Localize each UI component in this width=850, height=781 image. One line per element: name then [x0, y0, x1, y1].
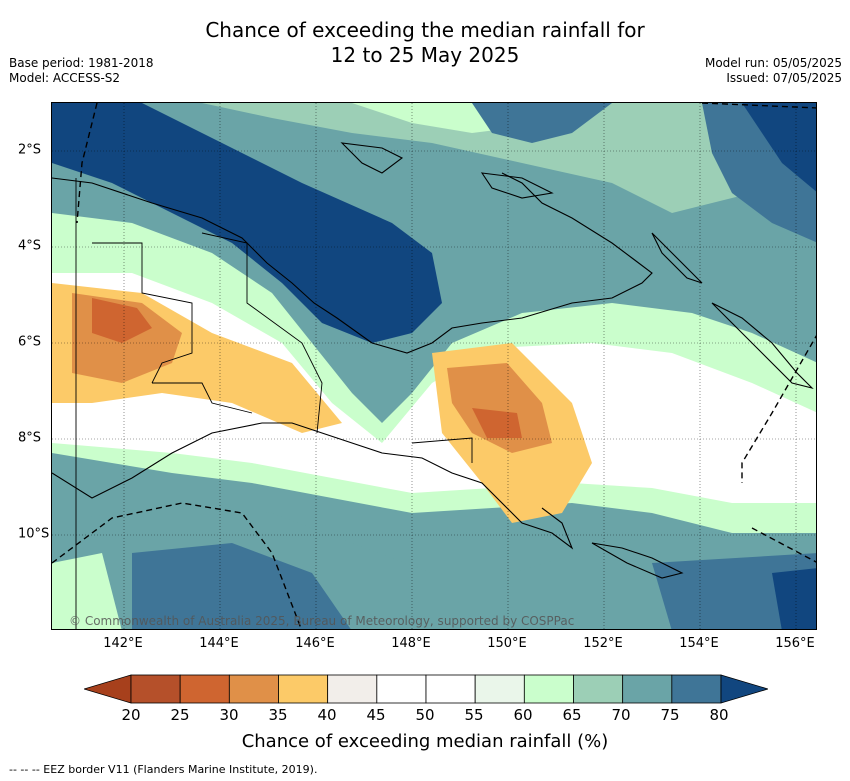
lon-label-146e: 146°E [295, 636, 335, 651]
lon-label-154e: 154°E [679, 636, 719, 651]
colorbar-cell [376, 674, 427, 704]
lon-label-156e: 156°E [775, 636, 815, 651]
band-80-se [772, 568, 816, 629]
band-75-se [652, 553, 816, 629]
chart-title: Chance of exceeding the median rainfall … [0, 18, 850, 68]
title-line-1: Chance of exceeding the median rainfall … [205, 18, 645, 42]
title-line-2: 12 to 25 May 2025 [330, 43, 520, 67]
colorbar-cell [228, 674, 279, 704]
eez-borders [52, 103, 816, 629]
lon-label-148e: 148°E [391, 636, 431, 651]
map-credit: © Commonwealth of Australia 2025, Bureau… [69, 614, 575, 628]
colorbar-tick-55: 55 [464, 706, 484, 724]
colorbar-tick-35: 35 [268, 706, 288, 724]
graticule [52, 103, 816, 629]
lon-label-152e: 152°E [583, 636, 623, 651]
coastlines [52, 142, 814, 579]
colorbar-tick-45: 45 [366, 706, 386, 724]
model-run: Model run: 05/05/2025 [704, 56, 842, 70]
eez-legend: -- -- -- EEZ border V11 (Flanders Marine… [9, 763, 318, 776]
colorbar-tick-65: 65 [562, 706, 582, 724]
model-name: Model: ACCESS-S2 [9, 71, 121, 85]
colorbar-cell [523, 674, 574, 704]
band-75-south [132, 543, 351, 629]
band-25-east [472, 408, 522, 438]
colorbar-cell [622, 674, 673, 704]
lat-label-8s: 8°S [18, 430, 42, 446]
lat-label-4s: 4°S [18, 238, 42, 254]
lat-label-10s: 10°S [18, 526, 50, 542]
colorbar-title: Chance of exceeding median rainfall (%) [241, 731, 609, 752]
colorbar-tick-30: 30 [219, 706, 239, 724]
colorbar-cell [474, 674, 525, 704]
colorbar-tick-25: 25 [170, 706, 190, 724]
base-period: Base period: 1981-2018 [9, 56, 154, 70]
rainfall-map: © Commonwealth of Australia 2025, Bureau… [52, 103, 816, 629]
colorbar-tick-75: 75 [660, 706, 680, 724]
colorbar-arrow-high [720, 674, 768, 704]
colorbar-arrow-low [84, 674, 132, 704]
meta-right: Model run: 05/05/2025 Issued: 07/05/2025 [705, 56, 842, 86]
band-25-west [92, 298, 152, 343]
colorbar-tick-80: 80 [709, 706, 729, 724]
colorbar-cell [327, 674, 378, 704]
colorbar-cell [130, 674, 181, 704]
colorbar-tick-40: 40 [317, 706, 337, 724]
colorbar [84, 674, 768, 704]
band-80-north [52, 103, 442, 343]
colorbar-cell [671, 674, 722, 704]
lat-label-2s: 2°S [18, 142, 42, 158]
meta-left: Base period: 1981-2018 Model: ACCESS-S2 [9, 56, 154, 86]
band-30-east [447, 363, 552, 453]
lat-label-6s: 6°S [18, 334, 42, 350]
band-80-ne [742, 103, 816, 192]
colorbar-cell [425, 674, 476, 704]
lon-label-142e: 142°E [103, 636, 143, 651]
lon-label-144e: 144°E [199, 636, 239, 651]
band-60-sw [52, 553, 122, 629]
colorbar-cell [179, 674, 230, 704]
colorbar-tick-20: 20 [121, 706, 141, 724]
colorbar-cell [278, 674, 329, 704]
lon-label-150e: 150°E [487, 636, 527, 651]
issued-date: Issued: 07/05/2025 [726, 71, 842, 85]
colorbar-tick-60: 60 [513, 706, 533, 724]
colorbar-tick-70: 70 [611, 706, 631, 724]
band-45-55-central [52, 273, 816, 503]
band-75-north [472, 103, 612, 143]
colorbar-tick-50: 50 [415, 706, 435, 724]
map-panel: © Commonwealth of Australia 2025, Bureau… [51, 102, 817, 630]
colorbar-cells [84, 674, 768, 704]
band-65-70-north [202, 103, 816, 213]
colorbar-cell [573, 674, 624, 704]
province-borders [75, 178, 473, 629]
